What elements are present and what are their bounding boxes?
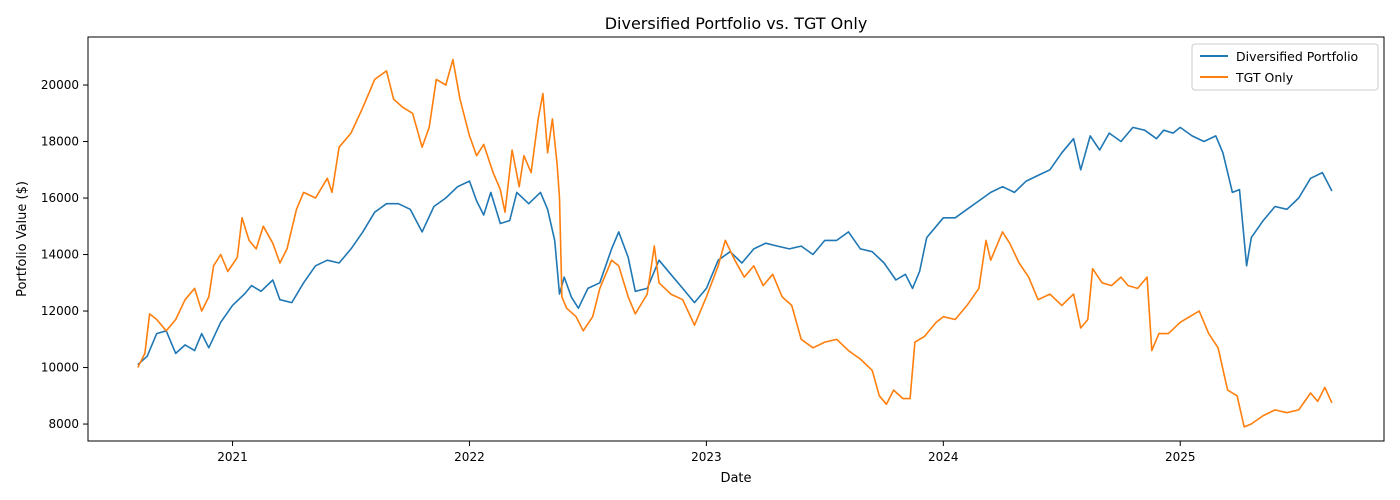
series-line-tgt	[137, 58, 1333, 428]
x-tick-label: 2021	[217, 450, 248, 464]
legend-box	[1191, 43, 1379, 91]
y-tick-label: 12000	[41, 304, 79, 318]
y-axis: 8000 10000 12000 14000 16000 18000 20000	[41, 78, 88, 431]
x-tick-label: 2025	[1165, 450, 1196, 464]
y-tick-label: 16000	[41, 191, 79, 205]
series-line-diversified	[137, 126, 1333, 366]
x-tick-label: 2024	[928, 450, 959, 464]
y-axis-label: Portfolio Value ($)	[15, 181, 30, 297]
y-tick-label: 20000	[41, 78, 79, 92]
x-tick-label: 2023	[691, 450, 722, 464]
y-tick-label: 8000	[48, 417, 79, 431]
x-axis-label: Date	[720, 471, 751, 486]
legend: Diversified Portfolio TGT Only	[1191, 43, 1379, 91]
chart-title: Diversified Portfolio vs. TGT Only	[605, 14, 868, 33]
y-tick-label: 18000	[41, 135, 79, 149]
x-tick-label: 2022	[454, 450, 485, 464]
legend-label-tgt: TGT Only	[1235, 70, 1294, 85]
y-tick-label: 14000	[41, 248, 79, 262]
plot-frame	[87, 36, 1385, 442]
y-tick-label: 10000	[41, 361, 79, 375]
plot-area	[137, 58, 1333, 428]
x-axis: 2021 2022 2023 2024 2025	[217, 441, 1196, 464]
legend-label-diversified: Diversified Portfolio	[1236, 49, 1358, 64]
